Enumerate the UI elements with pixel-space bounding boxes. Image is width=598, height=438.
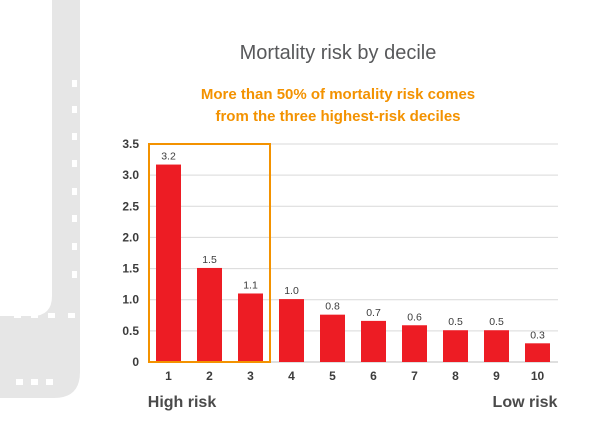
y-tick-label: 1.5: [122, 262, 139, 276]
chart-subtitle-line-2: from the three highest-risk deciles: [215, 108, 460, 125]
data-labels: 3.2 1.5 1.1 1.0 0.8 0.7 0.6 0.5 0.5 0.3: [161, 151, 545, 342]
x-tick-label: 9: [493, 369, 500, 383]
bar-decile-9: [484, 330, 509, 362]
film-perforation: [68, 313, 75, 318]
film-perforation: [31, 313, 38, 318]
y-tick-label: 3.0: [122, 168, 139, 182]
x-tick-label: 7: [411, 369, 418, 383]
bar-decile-2: [197, 267, 222, 362]
film-perforation: [46, 379, 53, 385]
high-risk-note: High risk: [148, 394, 217, 411]
film-perforation: [72, 188, 77, 195]
data-label: 0.6: [407, 311, 422, 323]
bar-decile-10: [525, 343, 550, 362]
data-label: 3.2: [161, 151, 176, 163]
y-tick-label: 1.0: [122, 293, 139, 307]
data-label: 1.1: [243, 279, 258, 291]
film-perforation: [72, 160, 77, 167]
x-tick-label: 8: [452, 369, 459, 383]
chart-title: Mortality risk by decile: [240, 42, 437, 64]
data-label: 0.3: [530, 329, 545, 341]
x-tick-label: 3: [247, 369, 254, 383]
bar-decile-6: [361, 320, 386, 362]
highlight-box: [148, 143, 271, 363]
film-strip-band: [0, 0, 80, 398]
y-tick-label: 0: [132, 355, 139, 369]
film-perforation: [31, 379, 38, 385]
data-label: 1.0: [284, 285, 299, 297]
x-tick-label: 2: [206, 369, 213, 383]
data-label: 0.5: [448, 316, 463, 328]
y-axis-ticks: 0 0.5 1.0 1.5 2.0 2.5 3.0 3.5: [122, 137, 139, 369]
y-tick-label: 2.0: [122, 230, 139, 244]
x-tick-label: 10: [531, 369, 545, 383]
bar-decile-7: [402, 325, 427, 362]
bars: [156, 164, 550, 362]
highlight-box-group: [148, 143, 271, 363]
film-perforation: [72, 271, 77, 278]
x-tick-label: 6: [370, 369, 377, 383]
low-risk-note: Low risk: [493, 394, 558, 411]
data-label: 0.5: [489, 316, 504, 328]
bar-decile-3: [238, 293, 263, 362]
data-label: 0.7: [366, 307, 381, 319]
bar-decile-1: [156, 164, 181, 362]
x-tick-label: 5: [329, 369, 336, 383]
x-axis-ticks: 1 2 3 4 5 6 7 8 9 10: [165, 369, 544, 383]
film-perforation: [48, 313, 55, 318]
film-perforation: [72, 215, 77, 222]
y-tick-label: 3.5: [122, 137, 139, 151]
x-tick-label: 1: [165, 369, 172, 383]
film-strip-decoration: [0, 0, 80, 398]
chart-subtitle-line-1: More than 50% of mortality risk comes: [201, 86, 475, 103]
x-tick-label: 4: [288, 369, 295, 383]
film-perforation: [72, 106, 77, 113]
film-perforation: [14, 313, 21, 318]
y-tick-label: 2.5: [122, 199, 139, 213]
data-label: 0.8: [325, 301, 340, 313]
film-perforation: [72, 80, 77, 87]
film-perforation: [16, 379, 23, 385]
film-perforation: [72, 243, 77, 250]
bar-decile-8: [443, 330, 468, 362]
bar-decile-4: [279, 299, 304, 362]
data-label: 1.5: [202, 254, 217, 266]
y-tick-label: 0.5: [122, 324, 139, 338]
film-perforation: [72, 133, 77, 140]
bar-decile-5: [320, 314, 345, 362]
